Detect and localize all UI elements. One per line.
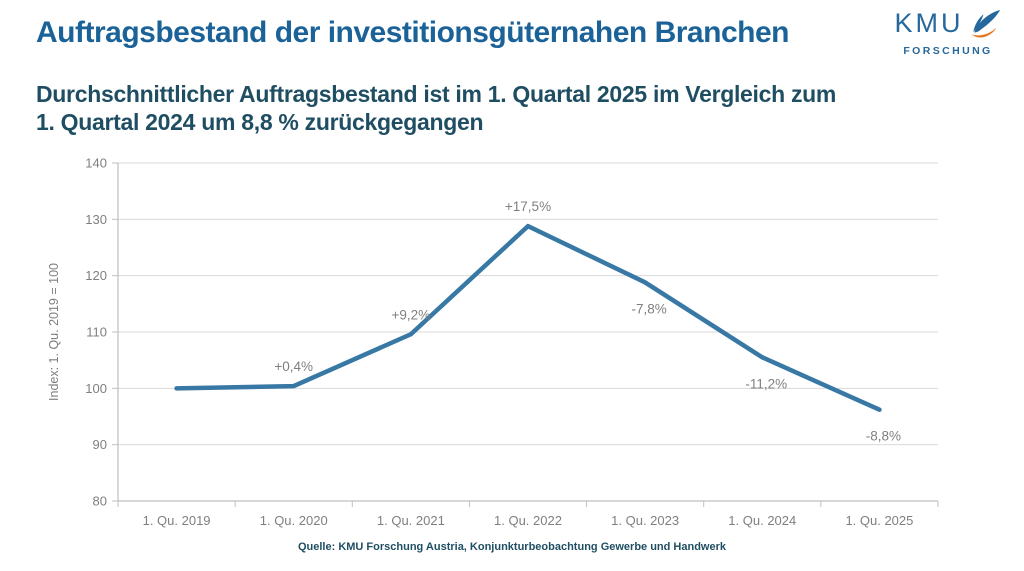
y-tick-label: 80 <box>93 494 107 509</box>
logo-row: KMU <box>895 8 1002 45</box>
subtitle-line2: 1. Quartal 2024 um 8,8 % zurückgegangen <box>36 109 484 135</box>
data-label: -8,8% <box>866 429 901 444</box>
data-label: -7,8% <box>632 301 667 316</box>
y-tick-label: 110 <box>86 325 107 340</box>
data-label: +17,5% <box>505 199 551 214</box>
y-tick-label: 140 <box>85 156 107 171</box>
data-label: -11,2% <box>745 376 787 391</box>
subtitle-line1: Durchschnittlicher Auftragsbestand ist i… <box>36 81 837 107</box>
x-tick-label: 1. Qu. 2023 <box>611 513 679 528</box>
x-tick-label: 1. Qu. 2025 <box>845 513 913 528</box>
x-tick-label: 1. Qu. 2020 <box>260 513 328 528</box>
x-tick-label: 1. Qu. 2024 <box>728 513 796 528</box>
logo-subtext: FORSCHUNG <box>903 45 993 57</box>
page-title: Auftragsbestand der investitionsgüternah… <box>36 16 789 49</box>
x-tick-label: 1. Qu. 2021 <box>377 513 445 528</box>
data-label: +0,4% <box>274 359 313 374</box>
y-tick-label: 120 <box>85 268 107 283</box>
data-label: +9,2% <box>392 307 431 322</box>
kmu-forschung-logo: KMU FORSCHUNG <box>884 8 1012 57</box>
y-tick-label: 90 <box>93 437 107 452</box>
y-tick-label: 130 <box>85 212 107 227</box>
y-axis-title: Index: 1. Qu. 2019 = 100 <box>47 263 61 401</box>
subtitle: Durchschnittlicher Auftragsbestand ist i… <box>36 80 896 136</box>
line-chart: 80 90 100 110 120 130 140 1. Qu. 2019 1. Qu. 202… <box>47 156 939 528</box>
y-tick-label: 100 <box>85 381 107 396</box>
data-line <box>174 223 882 412</box>
source-note: Quelle: KMU Forschung Austria, Konjunktu… <box>297 541 726 553</box>
logo-text: KMU <box>894 8 964 38</box>
x-tick-label: 1. Qu. 2022 <box>494 513 562 528</box>
feather-icon <box>968 8 1002 45</box>
x-tick-label: 1. Qu. 2019 <box>143 513 211 528</box>
